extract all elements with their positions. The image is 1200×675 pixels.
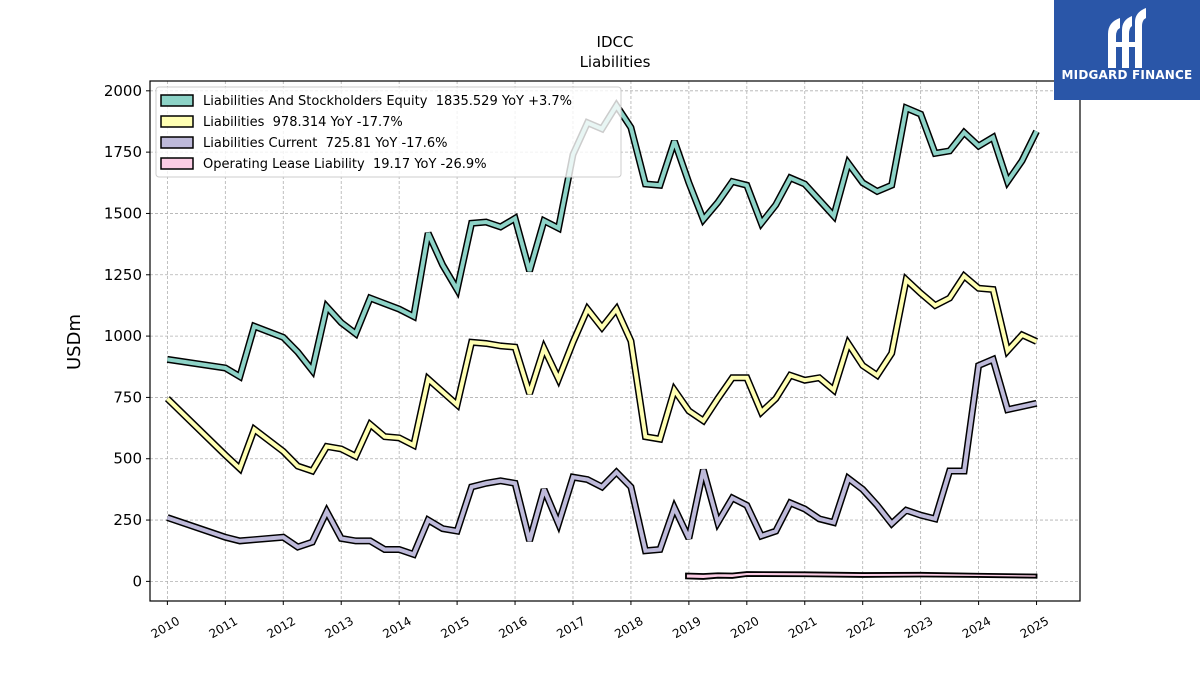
x-tick-label: 2013	[322, 614, 355, 641]
chart-title: IDCC	[597, 33, 634, 51]
series-band-3	[685, 571, 1038, 580]
legend-swatch-0	[160, 94, 194, 107]
y-tick-label: 250	[113, 511, 142, 529]
legend-label-0: Liabilities And Stockholders Equity 1835…	[203, 94, 572, 109]
x-tick-label: 2019	[670, 614, 703, 641]
y-tick-label: 1000	[104, 327, 142, 345]
y-tick-label: 1250	[104, 266, 142, 284]
series-line-0	[167, 101, 1039, 380]
midgard-logo-icon	[1108, 8, 1146, 68]
x-tick-label: 2011	[207, 614, 240, 641]
legend: Liabilities And Stockholders Equity 1835…	[155, 86, 622, 178]
x-tick-label: 2020	[728, 614, 761, 641]
x-tick-label: 2015	[438, 614, 471, 641]
legend-swatch-3	[160, 157, 194, 170]
series-outline-2	[166, 354, 1038, 559]
legend-label-2: Liabilities Current 725.81 YoY -17.6%	[203, 136, 447, 151]
series-outline-1	[164, 270, 1038, 476]
x-tick-label: 2023	[902, 614, 935, 641]
legend-swatch-1	[160, 115, 194, 128]
y-tick-label: 1750	[104, 143, 142, 161]
x-tick-label: 2024	[960, 614, 993, 641]
series-lines	[164, 99, 1040, 580]
series-line-1	[165, 273, 1038, 474]
x-tick-label: 2016	[496, 614, 529, 641]
x-tick-label: 2017	[554, 614, 587, 641]
brand-name: MIDGARD FINANCE	[1061, 68, 1193, 82]
chart-subtitle: Liabilities	[580, 53, 651, 71]
x-tick-label: 2022	[844, 614, 877, 641]
legend-box	[155, 86, 622, 178]
y-axis-ticks: 0 250 500 750 1000 1250 1500 1750 2000	[104, 82, 150, 590]
legend-label-3: Operating Lease Liability 19.17 YoY -26.…	[203, 157, 487, 172]
y-axis-label: USDm	[64, 314, 85, 370]
y-tick-label: 500	[113, 450, 142, 468]
x-tick-label: 2025	[1018, 614, 1051, 641]
x-tick-label: 2010	[149, 614, 182, 641]
y-tick-label: 750	[113, 388, 142, 406]
x-tick-label: 2012	[265, 614, 298, 641]
series-line-2	[166, 356, 1037, 557]
x-tick-label: 2018	[612, 614, 645, 641]
x-tick-label: 2014	[380, 614, 413, 641]
y-tick-label: 0	[132, 572, 142, 590]
plot-frame	[149, 80, 1081, 602]
y-tick-label: 2000	[104, 82, 142, 100]
x-tick-label: 2021	[786, 614, 819, 641]
brand-logo: MIDGARD FINANCE	[1054, 0, 1200, 100]
y-tick-label: 1500	[104, 204, 142, 222]
legend-label-1: Liabilities 978.314 YoY -17.7%	[203, 115, 403, 130]
legend-swatch-2	[160, 136, 194, 149]
x-axis-ticks: 2010 2011 2012 2013 2014 2015 2016 2017 2018 2019…	[149, 601, 1051, 641]
